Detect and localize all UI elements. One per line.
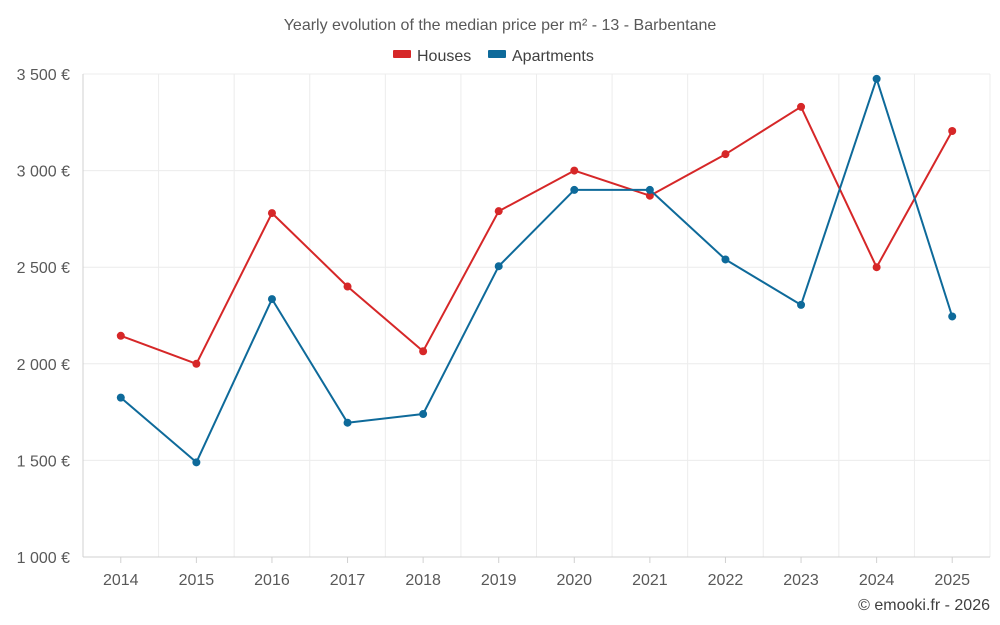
- data-point-apartments[interactable]: [494, 262, 503, 271]
- y-tick-label: 3 000 €: [17, 164, 70, 181]
- x-tick-label: 2018: [405, 572, 441, 589]
- data-point-houses[interactable]: [267, 209, 276, 218]
- legend: Houses Apartments: [393, 48, 594, 65]
- legend-label-houses[interactable]: Houses: [417, 48, 471, 65]
- x-tick-label: 2021: [632, 572, 668, 589]
- data-point-houses[interactable]: [192, 359, 201, 368]
- data-point-apartments[interactable]: [192, 458, 201, 467]
- data-point-apartments[interactable]: [267, 295, 276, 304]
- data-point-apartments[interactable]: [116, 393, 125, 402]
- x-tick-label: 2016: [254, 572, 290, 589]
- x-tick-label: 2015: [179, 572, 215, 589]
- x-tick-label: 2017: [330, 572, 366, 589]
- data-point-apartments[interactable]: [797, 300, 806, 309]
- grid: [83, 73, 991, 557]
- x-tick-label: 2014: [103, 572, 139, 589]
- x-tick-label: 2024: [859, 572, 895, 589]
- series-line-apartments: [120, 77, 954, 464]
- data-point-houses[interactable]: [343, 282, 352, 291]
- data-point-apartments[interactable]: [570, 185, 579, 194]
- series-layer: [116, 74, 957, 467]
- legend-swatch-apartments: [488, 50, 506, 58]
- data-point-houses[interactable]: [419, 347, 428, 356]
- data-point-houses[interactable]: [494, 207, 503, 216]
- data-point-apartments[interactable]: [872, 74, 881, 83]
- data-point-apartments[interactable]: [721, 255, 730, 264]
- chart-title: Yearly evolution of the median price per…: [284, 17, 717, 34]
- x-tick-label: 2022: [708, 572, 744, 589]
- data-point-houses[interactable]: [797, 102, 806, 111]
- axes: 1 000 € 1 500 € 2 000 € 2 500 € 3 000 € 3 500…: [17, 67, 990, 589]
- data-point-houses[interactable]: [570, 166, 579, 175]
- y-tick-label: 2 500 €: [17, 260, 70, 277]
- copyright-credit: © emooki.fr - 2026: [858, 597, 990, 614]
- data-point-houses[interactable]: [721, 150, 730, 159]
- y-tick-label: 1 000 €: [17, 550, 70, 567]
- x-tick-label: 2025: [934, 572, 970, 589]
- data-point-houses[interactable]: [116, 331, 125, 340]
- data-point-apartments[interactable]: [419, 410, 428, 419]
- data-point-houses[interactable]: [948, 126, 957, 135]
- y-tick-label: 1 500 €: [17, 453, 70, 470]
- x-tick-label: 2020: [556, 572, 592, 589]
- legend-swatch-houses: [393, 50, 411, 58]
- y-tick-label: 3 500 €: [17, 67, 70, 84]
- data-point-apartments[interactable]: [645, 185, 654, 194]
- data-point-apartments[interactable]: [948, 312, 957, 321]
- data-point-houses[interactable]: [872, 263, 881, 272]
- x-tick-label: 2019: [481, 572, 517, 589]
- data-point-houses[interactable]: [645, 191, 654, 200]
- series-line-houses: [120, 105, 954, 365]
- legend-label-apartments[interactable]: Apartments: [512, 48, 594, 65]
- x-tick-label: 2023: [783, 572, 819, 589]
- data-point-apartments[interactable]: [343, 418, 352, 427]
- y-tick-label: 2 000 €: [17, 357, 70, 374]
